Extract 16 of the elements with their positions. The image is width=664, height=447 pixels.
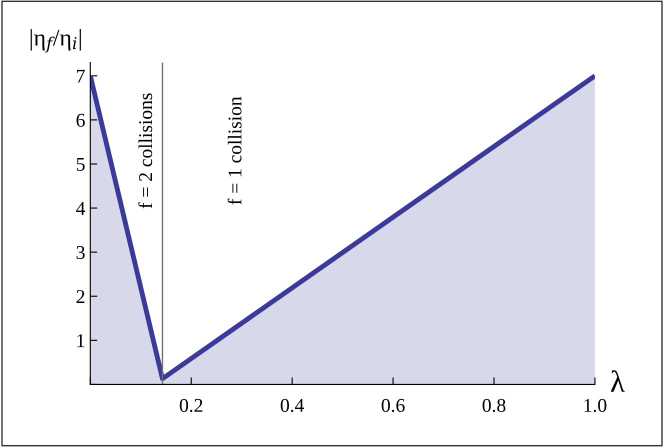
y-tick-label: 5 bbox=[76, 158, 85, 171]
x-tick-label: 0.2 bbox=[180, 398, 202, 412]
y-tick-label: 3 bbox=[76, 246, 85, 260]
x-tick-label: 0.4 bbox=[280, 398, 304, 412]
y-tick-label: 2 bbox=[76, 290, 84, 303]
y-axis-title: |η$_{f}$/η$_{i}$| bbox=[30, 29, 81, 53]
x-tick-label: 1.0 bbox=[584, 398, 606, 412]
y-tick-label: 4 bbox=[76, 202, 86, 215]
y-tick-label: 6 bbox=[76, 114, 85, 127]
annotation: f = 2 collisions bbox=[138, 93, 152, 208]
y-tick-label: 7 bbox=[77, 70, 85, 83]
y-tick-label: 1 bbox=[77, 334, 84, 348]
x-axis-title: λ bbox=[610, 370, 625, 392]
x-tick-label: 0.8 bbox=[482, 398, 506, 412]
annotation: f = 1 collision bbox=[228, 96, 242, 205]
x-tick-label: 0.6 bbox=[382, 398, 405, 412]
